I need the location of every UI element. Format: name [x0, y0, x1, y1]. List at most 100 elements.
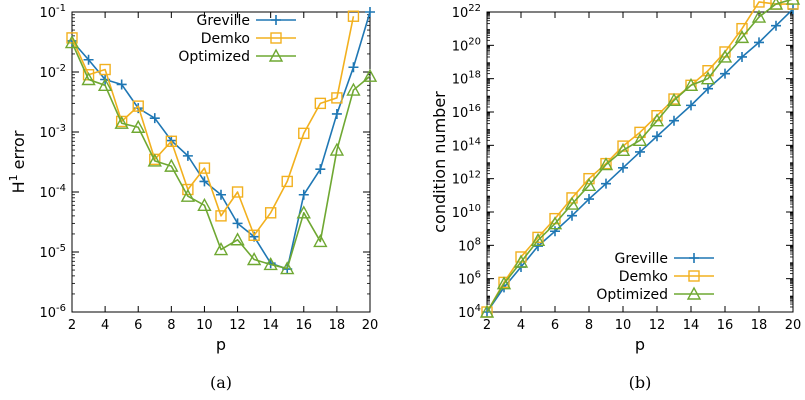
- x-tick-label: 2: [483, 318, 491, 333]
- x-tick-label: 2: [68, 318, 76, 333]
- data-point-optimized: [263, 256, 278, 271]
- x-tick-label: 4: [517, 318, 525, 333]
- x-tick-label: 10: [615, 318, 632, 333]
- data-point-greville: [331, 108, 342, 119]
- data-point-greville: [365, 7, 375, 17]
- data-point-optimized: [246, 252, 262, 266]
- data-point-optimized: [734, 29, 750, 44]
- plot-frame: [71, 11, 371, 313]
- legend-marker: [689, 253, 699, 263]
- data-point-greville: [618, 162, 628, 173]
- data-point-optimized: [296, 205, 311, 219]
- data-point-optimized: [564, 196, 580, 210]
- data-point-optimized: [751, 9, 767, 23]
- data-point-greville: [348, 62, 359, 73]
- data-point-greville: [601, 178, 611, 189]
- y-tick-label: 106: [458, 270, 481, 288]
- data-point-optimized: [768, 0, 784, 10]
- data-point-demko: [314, 97, 327, 110]
- panel-a: 2 4 6 8 10 12 14 16 18 20 10-6 10-5 10-4 10-3 10-2 10-1…: [7, 3, 378, 392]
- data-point-optimized: [180, 188, 196, 202]
- y-tick-label: 10-4: [39, 183, 66, 201]
- y-tick-label: 104: [458, 303, 481, 321]
- x-tick-label: 6: [134, 318, 142, 333]
- x-tick-label: 20: [362, 318, 379, 333]
- data-point-optimized: [598, 157, 614, 171]
- data-point-demko: [347, 10, 360, 22]
- data-point-greville: [149, 113, 160, 124]
- data-point-demko: [198, 162, 211, 174]
- data-point-optimized: [581, 177, 597, 191]
- data-point-greville: [116, 79, 127, 90]
- y-tick-label: 1018: [452, 70, 481, 88]
- data-point-demko: [182, 183, 194, 196]
- x-tick-label: 8: [167, 318, 175, 333]
- x-tick-label: 12: [229, 318, 246, 333]
- data-point-greville: [550, 226, 560, 237]
- legend-label: Optimized: [596, 287, 668, 303]
- x-tick-label: 16: [717, 318, 734, 333]
- legend-marker: [268, 48, 284, 62]
- data-point-greville: [771, 20, 781, 31]
- series-line-demko: [486, 1, 793, 313]
- data-point-greville: [199, 176, 210, 187]
- data-point-greville: [584, 194, 594, 205]
- data-point-greville: [182, 150, 193, 161]
- x-tick-label: 18: [751, 318, 768, 333]
- data-point-optimized: [362, 68, 378, 82]
- data-point-optimized: [717, 49, 733, 63]
- x-axis-label: p: [635, 335, 645, 354]
- data-point-optimized: [615, 142, 631, 157]
- y-tick-label: 10-1: [39, 3, 66, 21]
- panel-b: 2 4 6 8 10 12 14 16 18 20104106108101010121014101…: [430, 0, 801, 392]
- panel-caption: (b): [629, 373, 652, 392]
- data-point-optimized: [114, 115, 129, 129]
- data-point-greville: [315, 164, 326, 175]
- data-point-optimized: [64, 35, 80, 49]
- data-point-greville: [567, 210, 577, 221]
- data-point-optimized: [213, 242, 229, 256]
- x-axis-label: p: [216, 335, 226, 354]
- data-point-greville: [737, 51, 747, 62]
- data-point-greville: [635, 146, 645, 157]
- data-point-optimized: [131, 119, 146, 133]
- x-tick-label: 12: [649, 318, 666, 333]
- data-point-optimized: [164, 158, 179, 172]
- data-point-greville: [720, 68, 730, 79]
- series-line-optimized: [71, 42, 371, 270]
- legend-label: Greville: [197, 13, 250, 29]
- data-point-optimized: [513, 254, 529, 268]
- data-point-greville: [703, 83, 713, 94]
- data-point-demko: [281, 175, 293, 188]
- data-point-optimized: [147, 153, 162, 167]
- data-point-greville: [686, 100, 696, 111]
- y-tick-label: 108: [458, 236, 481, 254]
- data-point-optimized: [666, 92, 682, 107]
- x-tick-label: 16: [296, 318, 313, 333]
- y-tick-label: 1020: [452, 36, 481, 54]
- data-point-greville: [298, 189, 309, 200]
- x-tick-label: 20: [785, 318, 802, 333]
- y-axis-label: condition number: [430, 91, 449, 233]
- y-tick-label: 1022: [452, 3, 481, 21]
- panel-caption: (a): [210, 373, 232, 392]
- data-point-demko: [99, 63, 111, 76]
- data-point-optimized: [785, 0, 801, 5]
- data-point-demko: [165, 135, 178, 147]
- data-point-demko: [132, 100, 144, 112]
- data-point-optimized: [313, 233, 328, 248]
- data-point-optimized: [197, 197, 212, 212]
- data-point-demko: [753, 0, 765, 8]
- x-tick-label: 10: [196, 318, 213, 333]
- data-point-greville: [754, 37, 764, 48]
- data-point-optimized: [683, 77, 699, 91]
- data-point-greville: [83, 54, 94, 65]
- data-point-optimized: [496, 276, 512, 290]
- data-point-optimized: [479, 304, 495, 318]
- x-tick-label: 18: [329, 318, 346, 333]
- y-tick-label: 10-5: [39, 243, 66, 261]
- data-point-greville: [232, 218, 243, 229]
- x-tick-label: 14: [683, 318, 700, 333]
- y-tick-label: 1014: [452, 136, 481, 154]
- data-point-demko: [532, 231, 544, 244]
